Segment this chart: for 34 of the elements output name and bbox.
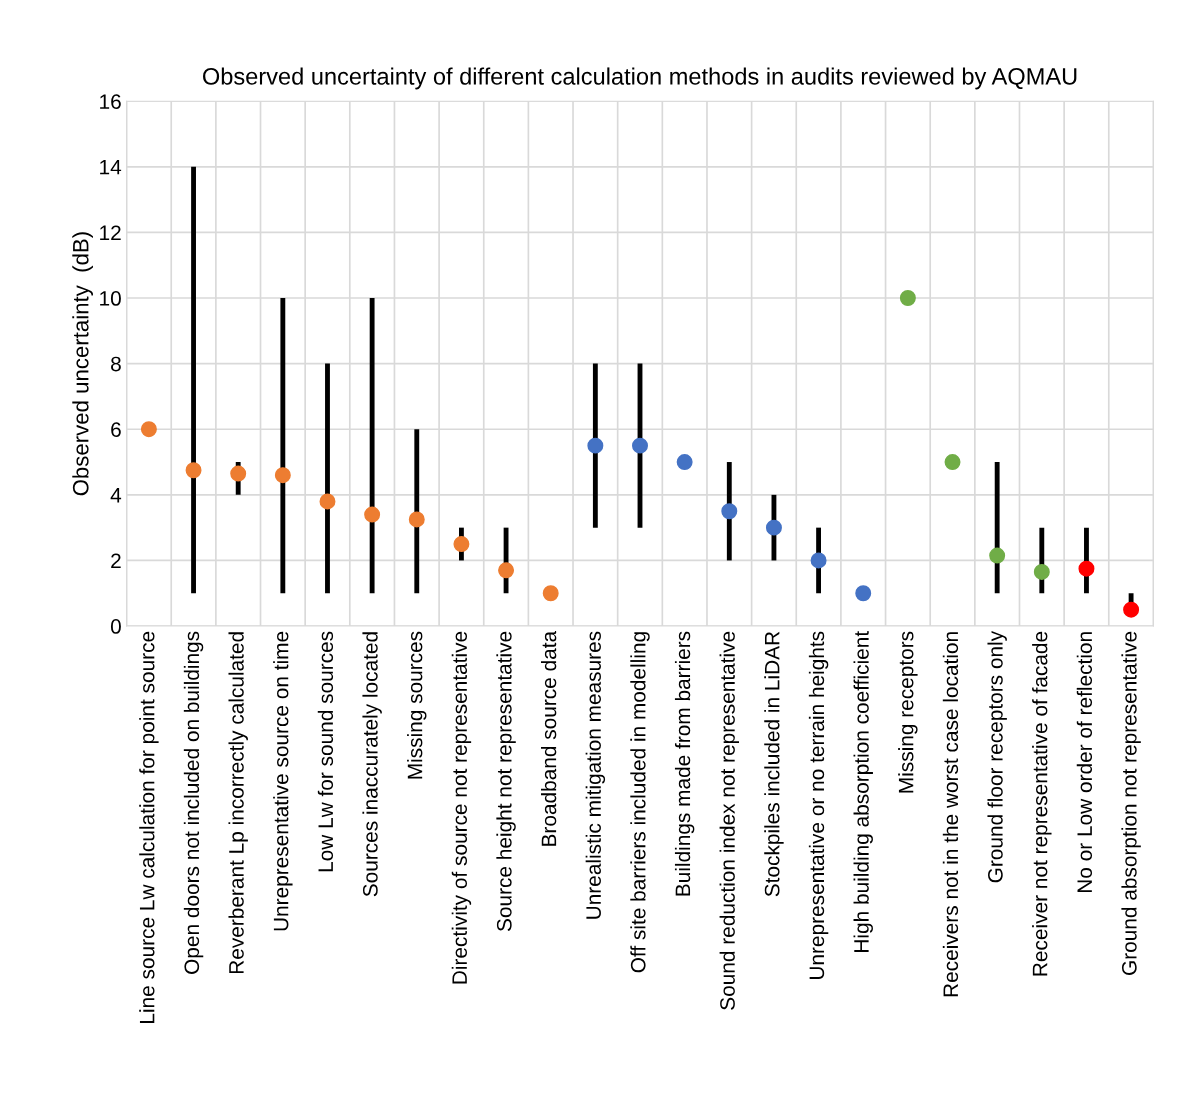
- x-tick-label: Directivity of source not representative: [451, 631, 472, 984]
- y-tick-label: 2: [111, 553, 121, 568]
- x-tick-label: Reverberant Lp incorrectly calculated: [228, 632, 248, 974]
- y-tick-label: 6: [111, 422, 121, 437]
- x-tick-label: No or Low order of reflection: [1076, 632, 1093, 893]
- x-tick-label: High building absorption coefficient: [853, 631, 873, 952]
- y-tick-label: 10: [100, 291, 121, 306]
- y-tick-label: 4: [110, 488, 122, 503]
- chart-title: Observed uncertainty of different calculation methods in audits reviewed by AQMAU: [203, 67, 1077, 90]
- y-tick-label: 12: [100, 225, 121, 240]
- x-tick-label: Line source Lw calculation for point source: [139, 631, 159, 1023]
- x-tick-label: Buildings made from barriers: [674, 631, 695, 896]
- x-tick-label: Off site barriers included in modelling: [630, 632, 650, 973]
- x-tick-label: Open doors not included on buildings: [183, 631, 204, 974]
- x-tick-label: Unrepresentative source on time: [273, 631, 293, 931]
- x-tick-label: Missing sources: [407, 631, 427, 779]
- x-tick-label: Unrepresentative or no terrain heights: [808, 631, 829, 980]
- x-tick-label: Unrealistic mitigation measures: [585, 631, 606, 919]
- x-tick-label: Low Lw for sound sources: [317, 631, 334, 872]
- y-tick-label: 16: [100, 94, 121, 109]
- y-axis-title: Observed uncertainty (dB): [72, 232, 93, 496]
- x-tick-label: Receiver not representative of facade: [1032, 631, 1052, 976]
- x-tick-label: Stockpiles included in LiDAR: [764, 631, 784, 897]
- x-tick-label: Sound reduction index not representative: [719, 631, 739, 1010]
- x-tick-label: Missing receptors: [898, 631, 918, 793]
- x-tick-label: Source height not representative: [496, 631, 516, 932]
- y-tick-label: 8: [111, 356, 121, 372]
- x-tick-label: Sources inaccurately located: [362, 632, 382, 897]
- x-tick-label: Ground absorption not representative: [1121, 631, 1141, 975]
- x-tick-label: Ground floor receptors only: [987, 630, 1007, 883]
- y-tick-label: 14: [100, 160, 122, 175]
- x-tick-label: Receivers not in the worst case location: [942, 632, 959, 997]
- y-tick-label: 0: [110, 619, 121, 634]
- x-tick-label: Broadband source data: [541, 630, 557, 846]
